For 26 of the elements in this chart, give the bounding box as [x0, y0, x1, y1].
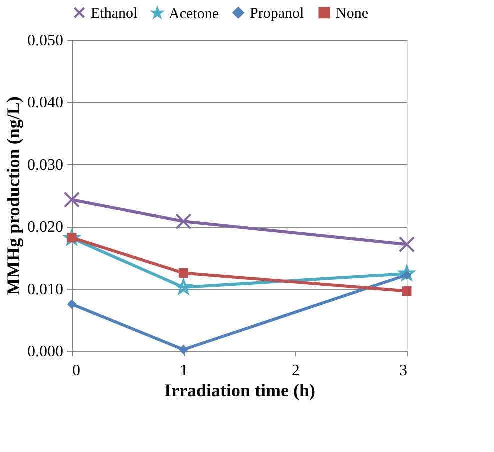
point — [178, 268, 188, 278]
point — [176, 279, 192, 294]
y-tick-label: 0.010 — [28, 281, 64, 298]
point — [64, 230, 80, 246]
point — [176, 214, 192, 230]
point — [178, 345, 188, 354]
y-tick-label: 0.050 — [28, 32, 64, 50]
legend-label: Propanol — [250, 6, 304, 22]
y-tick-label: 0.040 — [28, 94, 64, 112]
point — [402, 286, 412, 296]
legend-label: Acetone — [169, 6, 220, 22]
legend-label: None — [336, 6, 369, 22]
x-axis-title: Irradiation time (h) — [164, 380, 316, 400]
point — [67, 300, 77, 310]
y-axis-title: MMHg production (ng/L) — [4, 96, 24, 296]
y-tick-label: 0.000 — [28, 344, 64, 360]
x-tick-label: 1 — [180, 362, 188, 380]
point — [398, 236, 416, 253]
legend-label: Ethanol — [91, 6, 138, 22]
y-tick-label: 0.030 — [28, 156, 64, 174]
x-tick-label: 3 — [400, 362, 408, 380]
x-tick-label: 0 — [72, 362, 80, 380]
x-tick-label: 2 — [292, 362, 300, 380]
y-tick-label: 0.020 — [28, 219, 64, 236]
point — [399, 266, 415, 281]
point — [64, 192, 80, 208]
